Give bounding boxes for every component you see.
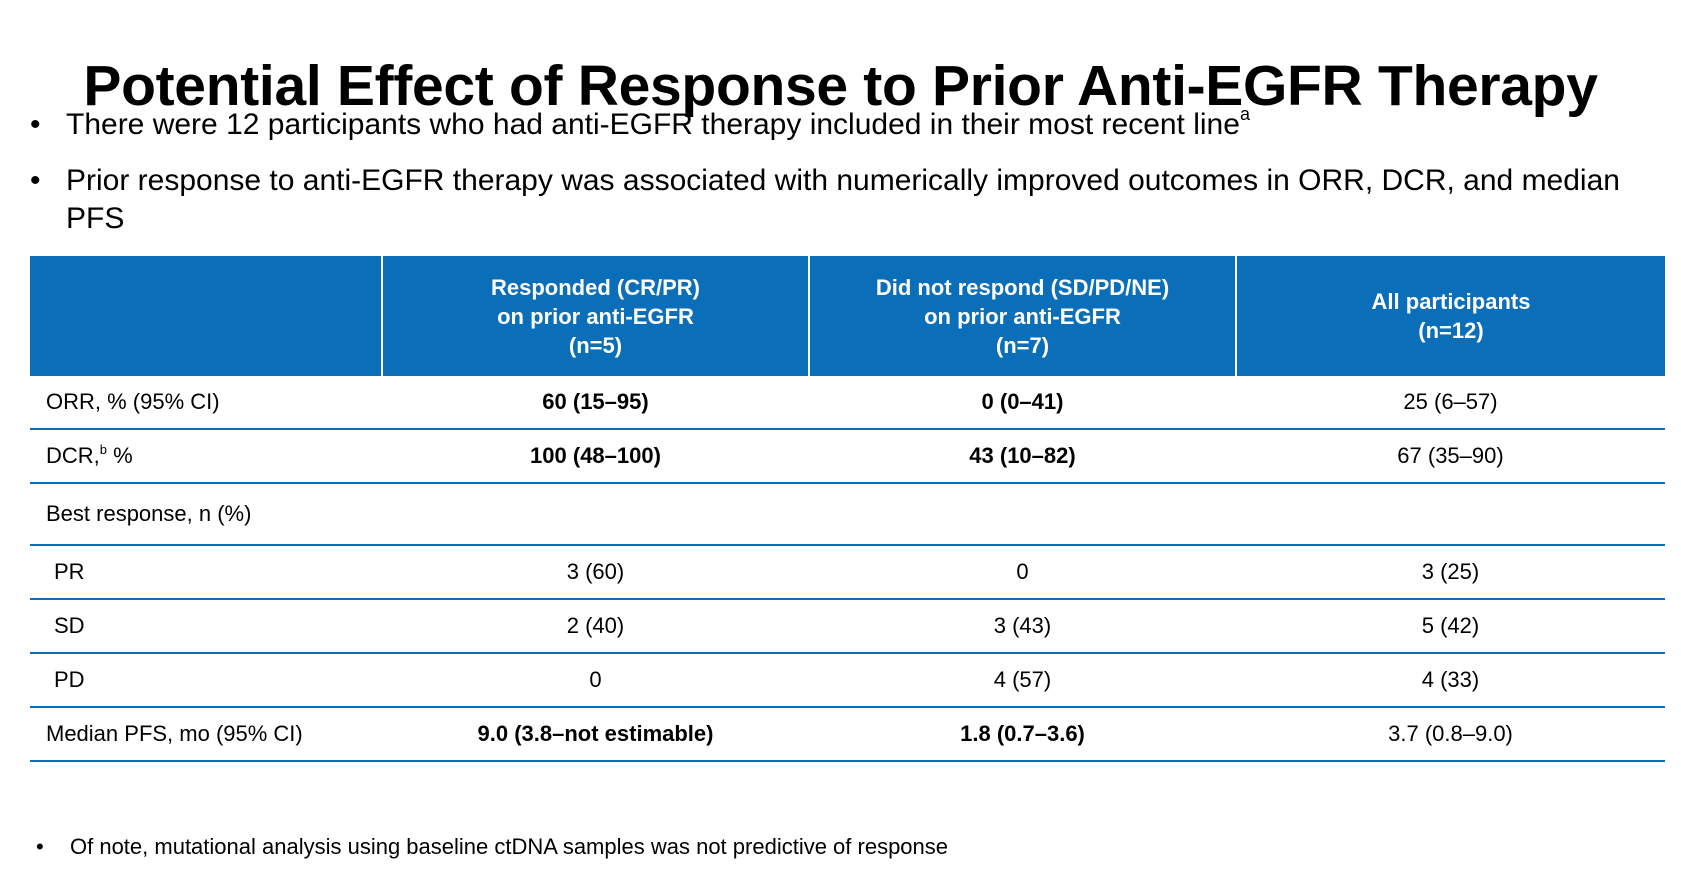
row-label: SD bbox=[30, 599, 382, 654]
table-cell: 60 (15–95) bbox=[382, 376, 809, 430]
table-cell: 43 (10–82) bbox=[809, 429, 1236, 484]
table-cell bbox=[382, 483, 809, 546]
header-line: on prior anti-EGFR bbox=[924, 303, 1121, 329]
bullet-item: • Prior response to anti-EGFR therapy wa… bbox=[30, 162, 1630, 238]
table-row: DCR,b % 100 (48–100) 43 (10–82) 67 (35–9… bbox=[30, 429, 1665, 484]
bullet-marker: • bbox=[36, 834, 44, 859]
table-row: PR 3 (60) 0 3 (25) bbox=[30, 545, 1665, 600]
footnote-marker: b bbox=[99, 442, 108, 457]
table-cell: 5 (42) bbox=[1236, 599, 1665, 654]
bullet-item: • There were 12 participants who had ant… bbox=[30, 104, 1630, 144]
results-table: Responded (CR/PR) on prior anti-EGFR (n=… bbox=[30, 256, 1665, 762]
table-cell: 3 (43) bbox=[809, 599, 1236, 654]
table-row: Median PFS, mo (95% CI) 9.0 (3.8–not est… bbox=[30, 707, 1665, 762]
bullet-text: There were 12 participants who had anti-… bbox=[66, 104, 1250, 141]
table-cell: 2 (40) bbox=[382, 599, 809, 654]
header-cell-responded: Responded (CR/PR) on prior anti-EGFR (n=… bbox=[381, 256, 809, 376]
header-line: (n=12) bbox=[1418, 318, 1484, 343]
table-cell: 4 (33) bbox=[1236, 653, 1665, 708]
table-cell bbox=[809, 483, 1236, 546]
row-label: DCR,b % bbox=[30, 429, 382, 484]
bullet-marker: • bbox=[30, 108, 41, 141]
header-line: All participants bbox=[1371, 289, 1531, 314]
table-cell: 3.7 (0.8–9.0) bbox=[1236, 707, 1665, 762]
table-row: SD 2 (40) 3 (43) 5 (42) bbox=[30, 599, 1665, 654]
table-row: ORR, % (95% CI) 60 (15–95) 0 (0–41) 25 (… bbox=[30, 376, 1665, 430]
table-cell: 3 (25) bbox=[1236, 545, 1665, 600]
footnote-marker: a bbox=[1239, 104, 1250, 124]
table-cell: 9.0 (3.8–not estimable) bbox=[382, 707, 809, 762]
header-line: on prior anti-EGFR bbox=[497, 303, 694, 329]
row-label: Best response, n (%) bbox=[30, 483, 382, 546]
row-label: Median PFS, mo (95% CI) bbox=[30, 707, 382, 762]
bullet-marker: • bbox=[30, 164, 41, 197]
table-cell bbox=[1236, 483, 1665, 546]
table-cell: 0 bbox=[809, 545, 1236, 600]
table-cell: 0 (0–41) bbox=[809, 376, 1236, 430]
table-row: Best response, n (%) bbox=[30, 483, 1665, 546]
header-cell-all: All participants (n=12) bbox=[1235, 256, 1665, 376]
bullet-list: • There were 12 participants who had ant… bbox=[30, 104, 1630, 256]
table-cell: 1.8 (0.7–3.6) bbox=[809, 707, 1236, 762]
footnote: • Of note, mutational analysis using bas… bbox=[36, 833, 948, 861]
header-cell-not-responded: Did not respond (SD/PD/NE) on prior anti… bbox=[808, 256, 1236, 376]
table-header-row: Responded (CR/PR) on prior anti-EGFR (n=… bbox=[30, 256, 1665, 376]
table-row: PD 0 4 (57) 4 (33) bbox=[30, 653, 1665, 708]
table-cell: 3 (60) bbox=[382, 545, 809, 600]
header-line: (n=5) bbox=[568, 332, 623, 358]
header-cell-empty bbox=[30, 256, 382, 376]
page-title: Potential Effect of Response to Prior An… bbox=[83, 54, 1598, 119]
header-line: (n=7) bbox=[995, 332, 1050, 358]
table-cell: 100 (48–100) bbox=[382, 429, 809, 484]
bullet-text: Prior response to anti-EGFR therapy was … bbox=[66, 164, 1620, 235]
table-cell: 67 (35–90) bbox=[1236, 429, 1665, 484]
row-label: ORR, % (95% CI) bbox=[30, 376, 382, 430]
header-line: Responded (CR/PR) bbox=[491, 274, 700, 300]
row-label: PR bbox=[30, 545, 382, 600]
row-label: PD bbox=[30, 653, 382, 708]
footnote-text: Of note, mutational analysis using basel… bbox=[70, 834, 949, 859]
table-cell: 4 (57) bbox=[809, 653, 1236, 708]
header-line: Did not respond (SD/PD/NE) bbox=[875, 274, 1170, 300]
table-cell: 0 bbox=[382, 653, 809, 708]
table-cell: 25 (6–57) bbox=[1236, 376, 1665, 430]
